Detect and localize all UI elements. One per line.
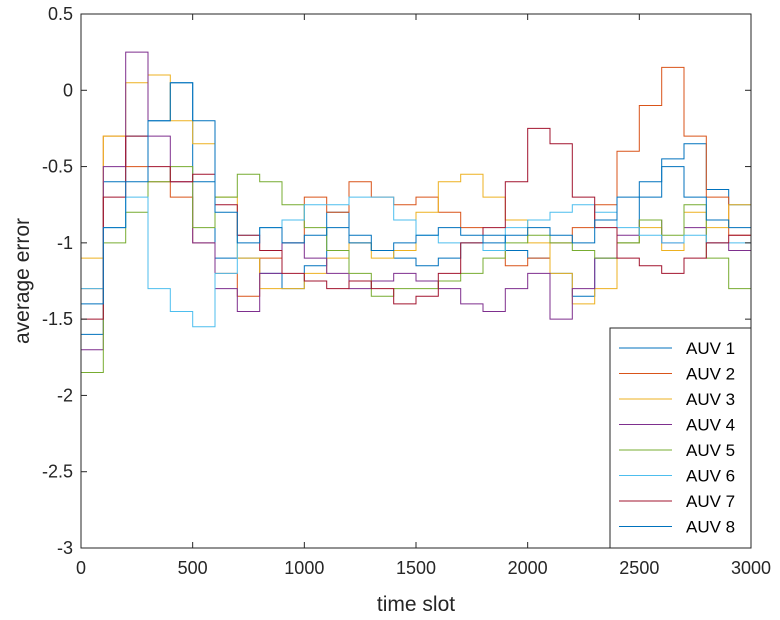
y-axis-title: average error — [11, 218, 34, 344]
series-line-7 — [81, 127, 751, 320]
legend-label-6: AUV 6 — [686, 467, 735, 486]
x-axis-title: time slot — [377, 593, 455, 616]
x-tick-label: 1500 — [396, 558, 436, 578]
y-tick-label: -2 — [57, 385, 73, 405]
legend-label-2: AUV 2 — [686, 365, 735, 384]
series-line-5 — [81, 166, 752, 373]
y-tick-label: -1 — [57, 233, 73, 253]
series-line-6 — [81, 196, 751, 328]
series-line-8 — [81, 82, 751, 305]
x-tick-label: 0 — [76, 558, 86, 578]
y-tick-label: 0.5 — [48, 4, 73, 24]
y-tick-label: 0 — [63, 80, 73, 100]
legend-label-8: AUV 8 — [686, 518, 735, 537]
series-line-3 — [81, 74, 752, 305]
x-tick-label: 2000 — [508, 558, 548, 578]
y-tick-label: -1.5 — [42, 309, 73, 329]
series-line-1 — [81, 82, 752, 335]
y-tick-label: -0.5 — [42, 157, 73, 177]
legend-label-1: AUV 1 — [686, 339, 735, 358]
legend-box — [609, 327, 752, 549]
y-tick-label: -3 — [57, 538, 73, 558]
series-layer — [81, 51, 752, 373]
y-tick-label: -2.5 — [42, 462, 73, 482]
legend-label-7: AUV 7 — [686, 492, 735, 511]
legend-label-4: AUV 4 — [686, 416, 735, 435]
x-tick-label: 3000 — [731, 558, 771, 578]
x-tick-label: 1000 — [284, 558, 324, 578]
legend-label-3: AUV 3 — [686, 390, 735, 409]
legend: AUV 1 AUV 2 AUV 3 AUV 4 AUV 5 AUV 6 AUV 7 AUV 8 — [609, 327, 752, 549]
x-tick-label: 500 — [178, 558, 208, 578]
x-tick-label: 2500 — [619, 558, 659, 578]
ticks-layer: 0 500 1000 1500 2000 2500 3000 -3 -2.5 -2 -1.5 -1 -0… — [42, 4, 771, 578]
legend-label-5: AUV 5 — [686, 441, 735, 460]
